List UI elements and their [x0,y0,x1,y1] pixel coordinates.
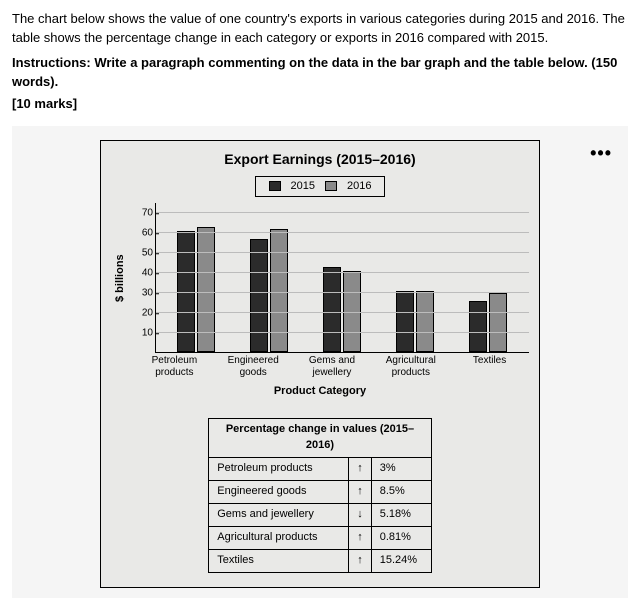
gridline [156,272,529,273]
arrow-up-icon [357,484,363,500]
table-title: Percentage change in values (2015–2016) [209,419,432,458]
percentage-change-table: Percentage change in values (2015–2016) … [208,418,432,573]
arrow-up-icon [357,553,363,569]
gridline [156,212,529,213]
table-row-value: 15.24% [371,550,431,573]
table-row: Agricultural products 0.81% [209,527,432,550]
table-row: Textiles 15.24% [209,550,432,573]
x-category-label: Petroleum products [138,355,210,378]
bar-group [469,203,507,352]
arrow-down-icon [357,507,363,523]
chart-card: Export Earnings (2015–2016) 2015 2016 $ … [100,140,540,588]
marks-text: [10 marks] [12,95,628,114]
bar-2015 [250,239,268,352]
table-row-arrow [349,550,372,573]
gridline [156,252,529,253]
table-row-arrow [349,527,372,550]
table-row-value: 3% [371,458,431,481]
table-row-label: Agricultural products [209,527,349,550]
table-row-value: 5.18% [371,504,431,527]
y-tick: 70 [142,206,153,221]
bar-group [250,203,288,352]
y-axis: 10 20 30 40 50 60 70 [131,203,155,353]
table-row-arrow [349,458,372,481]
y-tick: 10 [142,326,153,341]
chart-title: Export Earnings (2015–2016) [111,149,529,169]
x-axis-categories: Petroleum products Engineered goods Gems a… [135,355,529,378]
y-tick: 30 [142,286,153,301]
table-row-label: Textiles [209,550,349,573]
bar-2016 [489,293,507,353]
arrow-up-icon [357,461,363,477]
gridline [156,332,529,333]
x-category-label: Textiles [454,355,526,378]
bar-2016 [416,291,434,353]
gridline [156,292,529,293]
more-options-icon[interactable]: ••• [590,140,612,166]
y-tick: 40 [142,266,153,281]
table-row: Petroleum products 3% [209,458,432,481]
legend-swatch-2016 [325,181,337,191]
bar-2016 [270,229,288,352]
x-category-label: Gems and jewellery [296,355,368,378]
table-row: Engineered goods 8.5% [209,481,432,504]
bar-2015 [396,291,414,353]
gridline [156,312,529,313]
table-row-arrow [349,481,372,504]
legend-label-2015: 2015 [291,179,315,195]
gridline [156,232,529,233]
y-tick: 20 [142,306,153,321]
table-row-value: 0.81% [371,527,431,550]
bar-2016 [197,227,215,352]
bar-group [323,203,361,352]
chart-plot [155,203,529,353]
table-row-label: Petroleum products [209,458,349,481]
bar-group [177,203,215,352]
intro-text: The chart below shows the value of one c… [12,10,628,48]
y-tick: 60 [142,226,153,241]
bar-2015 [469,301,487,353]
y-tick: 50 [142,246,153,261]
table-row-arrow [349,504,372,527]
bar-group [396,203,434,352]
table-row-label: Gems and jewellery [209,504,349,527]
x-axis-label: Product Category [111,384,529,400]
table-row-value: 8.5% [371,481,431,504]
bar-2015 [323,267,341,352]
legend-label-2016: 2016 [347,179,371,195]
x-category-label: Agricultural products [375,355,447,378]
figure-container: ••• Export Earnings (2015–2016) 2015 201… [12,126,628,598]
y-axis-label: $ billions [111,203,131,353]
table-row-label: Engineered goods [209,481,349,504]
table-row: Gems and jewellery 5.18% [209,504,432,527]
legend-swatch-2015 [269,181,281,191]
x-category-label: Engineered goods [217,355,289,378]
chart-legend: 2015 2016 [255,176,385,198]
instructions-text: Instructions: Write a paragraph commenti… [12,54,628,92]
arrow-up-icon [357,530,363,546]
